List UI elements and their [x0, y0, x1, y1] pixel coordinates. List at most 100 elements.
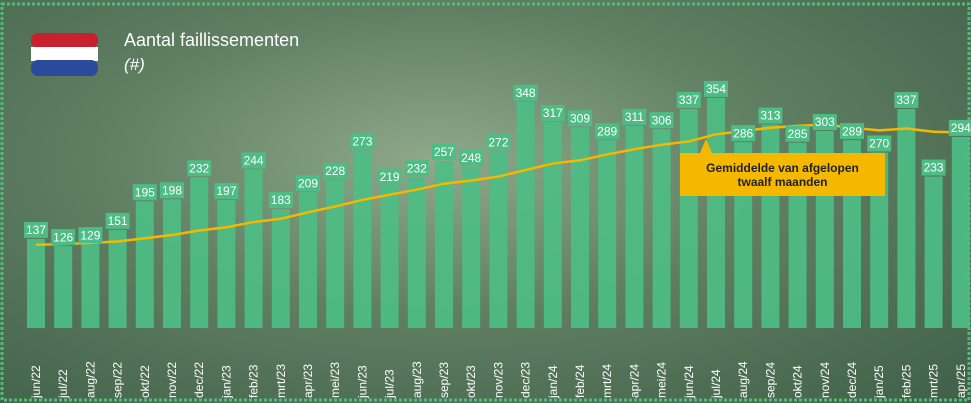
chart: Aantal faillissementen (#) 137jun/22126j… [0, 0, 971, 403]
value-label: 303 [815, 115, 835, 129]
value-label: 285 [788, 127, 808, 141]
x-tick-label: feb/25 [899, 364, 913, 398]
x-tick-label: okt/23 [464, 365, 478, 398]
x-tick-label: sep/24 [763, 362, 777, 398]
x-tick-label: apr/24 [627, 364, 641, 398]
value-label: 257 [434, 145, 454, 159]
value-label: 195 [135, 185, 155, 199]
value-label: 129 [80, 228, 100, 242]
bar [517, 102, 535, 328]
value-label: 233 [924, 161, 944, 175]
plot: 137jun/22126jul/22129aug/22151sep/22195o… [24, 81, 971, 399]
value-label: 248 [461, 151, 481, 165]
x-tick-label: mei/24 [655, 362, 669, 398]
chart-title: Aantal faillissementen [124, 30, 299, 50]
value-label: 311 [625, 110, 644, 124]
x-tick-label: aug/22 [83, 361, 97, 398]
x-tick-label: jul/23 [383, 369, 397, 399]
x-tick-label: mrt/23 [274, 364, 288, 398]
flag [31, 33, 98, 76]
value-label: 228 [325, 164, 345, 178]
bar [381, 186, 399, 328]
value-label: 348 [516, 86, 536, 100]
bar [952, 137, 970, 328]
value-label: 272 [488, 135, 508, 149]
value-label: 270 [869, 137, 889, 151]
bar [217, 200, 235, 328]
value-label: 151 [108, 214, 128, 228]
x-tick-label: feb/24 [573, 364, 587, 398]
x-tick-label: jan/24 [546, 365, 560, 399]
value-label: 244 [244, 154, 264, 168]
x-tick-label: jun/23 [355, 365, 369, 399]
x-tick-label: jul/22 [56, 369, 70, 399]
chart-subtitle: (#) [124, 55, 145, 74]
x-tick-label: nov/23 [491, 362, 505, 398]
x-tick-label: jan/23 [219, 365, 233, 399]
x-tick-label: okt/22 [138, 365, 152, 398]
bar [272, 209, 290, 328]
value-label: 309 [570, 111, 590, 125]
x-tick-label: jan/25 [872, 365, 886, 399]
value-label: 137 [26, 223, 46, 237]
bar [653, 129, 671, 328]
value-label: 273 [352, 135, 372, 149]
bar [925, 177, 943, 328]
value-label: 209 [298, 176, 318, 190]
x-tick-label: nov/24 [818, 362, 832, 398]
value-label: 232 [189, 161, 209, 175]
bar [625, 126, 643, 328]
bar [81, 244, 99, 328]
value-label: 219 [380, 170, 400, 184]
bar [897, 109, 915, 328]
bar [136, 201, 154, 328]
chart-panel: Aantal faillissementen (#) 137jun/22126j… [0, 0, 971, 403]
value-label: 289 [597, 124, 617, 138]
bar [27, 239, 45, 328]
value-label: 197 [216, 184, 236, 198]
x-tick-label: feb/23 [247, 364, 261, 398]
value-label: 294 [951, 121, 971, 135]
bar [571, 127, 589, 328]
bar [190, 177, 208, 328]
x-tick-label: dec/23 [519, 362, 533, 398]
value-label: 337 [679, 93, 699, 107]
value-label: 354 [706, 82, 726, 96]
x-tick-label: dec/22 [192, 362, 206, 398]
x-tick-label: mrt/24 [600, 364, 614, 398]
x-tick-label: mrt/25 [927, 364, 941, 398]
x-tick-label: apr/25 [954, 364, 968, 398]
bar [353, 151, 371, 328]
bar [245, 169, 263, 328]
value-label: 317 [543, 106, 563, 120]
value-label: 289 [842, 124, 862, 138]
x-tick-label: sep/22 [111, 362, 125, 398]
x-tick-label: aug/23 [410, 361, 424, 398]
bar [544, 122, 562, 328]
x-tick-label: dec/24 [845, 362, 859, 398]
x-tick-label: okt/24 [791, 365, 805, 398]
bar [326, 180, 344, 328]
bar [163, 199, 181, 328]
value-label: 313 [760, 109, 780, 123]
value-label: 337 [896, 93, 916, 107]
bar [109, 230, 127, 328]
bar [598, 140, 616, 328]
x-tick-label: jun/24 [682, 365, 696, 399]
bar [408, 177, 426, 328]
x-tick-label: jul/24 [709, 369, 723, 399]
value-label: 286 [733, 126, 753, 140]
bar [462, 167, 480, 328]
value-label: 198 [162, 183, 182, 197]
x-tick-label: sep/23 [437, 362, 451, 398]
annotation: Gemiddelde van afgelopen twaalf maanden [680, 153, 885, 196]
value-label: 232 [407, 161, 427, 175]
x-tick-label: aug/24 [736, 361, 750, 398]
value-label: 183 [271, 193, 291, 207]
value-label: 126 [53, 230, 73, 244]
bar [54, 246, 72, 328]
x-tick-label: mei/23 [328, 362, 342, 398]
x-tick-label: apr/23 [301, 364, 315, 398]
value-label: 306 [652, 113, 672, 127]
x-tick-label: nov/22 [165, 362, 179, 398]
